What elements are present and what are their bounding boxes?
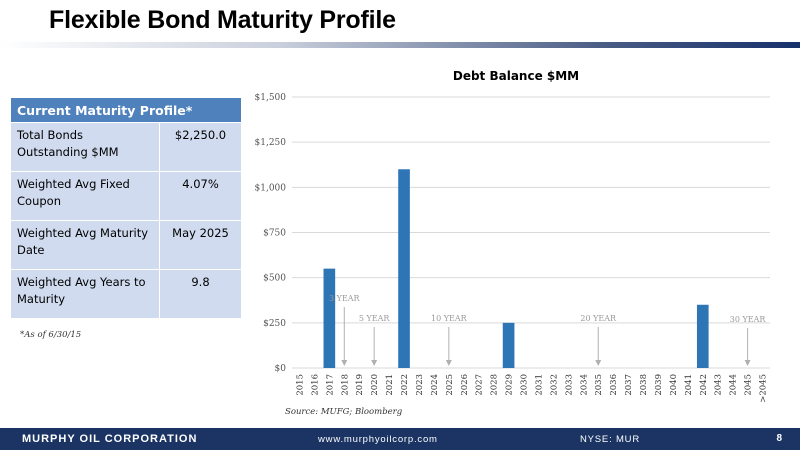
y-tick-label: $750: [263, 229, 286, 239]
y-tick-label: $1,000: [255, 183, 287, 193]
horizon-label: 10 YEAR: [431, 314, 468, 323]
x-tick-label: 2019: [355, 374, 365, 396]
x-tick-label: 2022: [400, 374, 410, 396]
horizon-label: 3 YEAR: [329, 294, 361, 303]
table-row: Weighted Avg Fixed Coupon 4.07%: [10, 171, 242, 221]
x-tick-label: 2017: [325, 374, 335, 396]
x-tick-label: 2016: [310, 374, 320, 396]
x-tick-label: 2045: [744, 374, 754, 396]
x-tick-label: 2027: [475, 374, 485, 396]
x-tick-label: 2038: [639, 374, 649, 396]
row-value: $2,250.0: [159, 122, 242, 172]
horizon-label: 5 YEAR: [359, 314, 391, 323]
x-tick-label: >2045: [759, 374, 769, 403]
x-tick-label: 2015: [295, 374, 305, 396]
bar: [398, 169, 410, 368]
x-tick-label: 2032: [549, 374, 559, 396]
page-number: 8: [776, 433, 782, 444]
x-tick-label: 2029: [505, 374, 515, 396]
x-tick-label: 2044: [729, 374, 739, 396]
stock-ticker: NYSE: MUR: [580, 434, 640, 445]
x-tick-label: 2042: [699, 374, 709, 396]
x-tick-label: 2037: [624, 374, 634, 396]
table-footnote: *As of 6/30/15: [20, 330, 82, 340]
y-tick-label: $0: [275, 364, 287, 374]
row-label: Weighted Avg Fixed Coupon: [10, 171, 160, 221]
horizon-arrow-head: [371, 360, 378, 366]
y-tick-label: $250: [263, 319, 286, 329]
title-divider: [0, 42, 800, 48]
x-tick-label: 2041: [684, 374, 694, 396]
horizon-arrow-head: [595, 360, 602, 366]
bar: [696, 304, 709, 368]
bar: [502, 322, 515, 368]
maturity-profile-table: Current Maturity Profile* Total Bonds Ou…: [10, 97, 242, 319]
table-row: Total Bonds Outstanding $MM $2,250.0: [10, 122, 242, 172]
x-tick-label: 2033: [564, 374, 574, 396]
row-value: May 2025: [159, 220, 242, 270]
slide-title: Flexible Bond Maturity Profile: [49, 6, 396, 34]
footer-bar: MURPHY OIL CORPORATION www.murphyoilcorp…: [0, 428, 800, 450]
horizon-label: 20 YEAR: [580, 314, 617, 323]
horizon-arrow-head: [445, 360, 452, 366]
x-tick-label: 2043: [714, 374, 724, 396]
row-label: Weighted Avg Years to Maturity: [10, 269, 160, 319]
x-tick-label: 2025: [445, 374, 455, 396]
table-row: Weighted Avg Maturity Date May 2025: [10, 220, 242, 270]
row-label: Weighted Avg Maturity Date: [10, 220, 160, 270]
row-value: 9.8: [159, 269, 242, 319]
x-tick-label: 2028: [490, 374, 500, 396]
horizon-arrow-head: [341, 360, 348, 366]
y-tick-label: $500: [263, 274, 286, 284]
x-tick-label: 2031: [534, 374, 544, 396]
x-tick-label: 2024: [430, 374, 440, 396]
chart-source: Source: MUFG; Bloomberg: [285, 407, 403, 417]
x-tick-label: 2040: [669, 374, 679, 396]
x-tick-label: 2026: [460, 374, 470, 396]
horizon-arrow-head: [744, 360, 751, 366]
x-tick-label: 2034: [579, 374, 589, 396]
x-tick-label: 2039: [654, 374, 664, 396]
bar: [323, 268, 336, 368]
x-tick-label: 2035: [594, 374, 604, 396]
y-tick-label: $1,250: [255, 138, 287, 148]
table-row: Weighted Avg Years to Maturity 9.8: [10, 269, 242, 319]
table-header: Current Maturity Profile*: [10, 97, 242, 123]
row-value: 4.07%: [159, 171, 242, 221]
x-tick-label: 2021: [385, 374, 395, 396]
x-tick-label: 2036: [609, 374, 619, 396]
x-tick-label: 2018: [340, 374, 350, 396]
x-tick-label: 2023: [415, 374, 425, 396]
x-tick-label: 2030: [520, 374, 530, 396]
website-link[interactable]: www.murphyoilcorp.com: [318, 434, 438, 445]
horizon-label: 30 YEAR: [730, 315, 767, 324]
y-tick-label: $1,500: [255, 93, 287, 103]
x-tick-label: 2020: [370, 374, 380, 396]
chart-title: Debt Balance $MM: [453, 69, 579, 83]
debt-balance-chart: Debt Balance $MM $0 $250 $500 $750 $1,000 $1,2…: [255, 69, 770, 403]
row-label: Total Bonds Outstanding $MM: [10, 122, 160, 172]
company-name: MURPHY OIL CORPORATION: [22, 433, 198, 445]
